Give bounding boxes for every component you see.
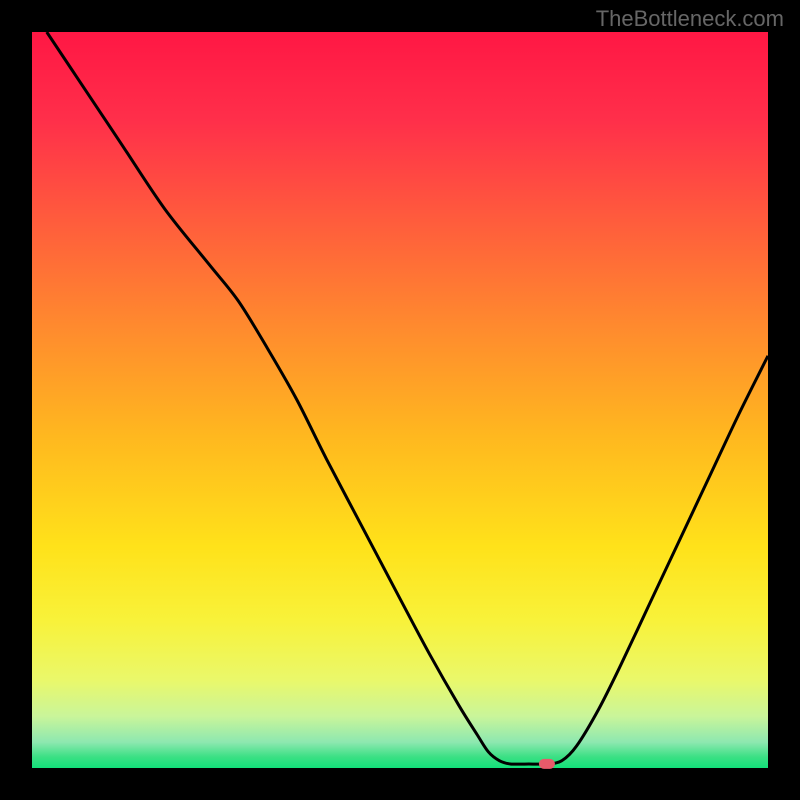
optimal-point-marker xyxy=(539,759,555,769)
bottleneck-curve xyxy=(32,32,768,768)
watermark-text: TheBottleneck.com xyxy=(596,6,784,32)
plot-area xyxy=(32,32,768,768)
